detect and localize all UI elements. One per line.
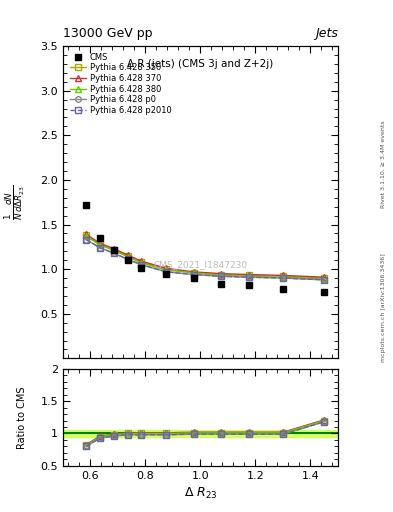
Pythia 6.428 350	[164, 266, 169, 272]
Y-axis label: $\frac{1}{N}\frac{dN}{d\Delta R_{23}}$: $\frac{1}{N}\frac{dN}{d\Delta R_{23}}$	[4, 184, 27, 220]
Legend: CMS, Pythia 6.428 350, Pythia 6.428 370, Pythia 6.428 380, Pythia 6.428 p0, Pyth: CMS, Pythia 6.428 350, Pythia 6.428 370,…	[67, 50, 174, 118]
Pythia 6.428 350	[97, 241, 102, 247]
Pythia 6.428 p0	[125, 257, 130, 263]
Pythia 6.428 p2010	[322, 277, 327, 283]
Line: Pythia 6.428 p2010: Pythia 6.428 p2010	[83, 237, 327, 283]
Pythia 6.428 350	[191, 270, 196, 276]
Pythia 6.428 p0	[281, 275, 285, 281]
Pythia 6.428 p2010	[97, 245, 102, 251]
Pythia 6.428 p0	[246, 274, 251, 280]
Pythia 6.428 370	[112, 246, 116, 252]
Pythia 6.428 350	[139, 259, 144, 265]
CMS	[281, 286, 285, 292]
Pythia 6.428 380	[191, 270, 196, 276]
Pythia 6.428 370	[84, 231, 89, 238]
Pythia 6.428 380	[164, 267, 169, 273]
Pythia 6.428 370	[322, 274, 327, 280]
Pythia 6.428 p2010	[246, 274, 251, 280]
Pythia 6.428 370	[125, 252, 130, 258]
Line: Pythia 6.428 350: Pythia 6.428 350	[83, 232, 327, 281]
Pythia 6.428 350	[281, 273, 285, 280]
Pythia 6.428 p0	[322, 277, 327, 283]
Pythia 6.428 p0	[112, 250, 116, 256]
Pythia 6.428 370	[164, 265, 169, 271]
CMS	[191, 275, 196, 281]
CMS	[164, 270, 169, 276]
Text: Δ R (jets) (CMS 3j and Z+2j): Δ R (jets) (CMS 3j and Z+2j)	[127, 58, 274, 69]
Pythia 6.428 p2010	[125, 257, 130, 263]
Pythia 6.428 p2010	[112, 250, 116, 256]
Pythia 6.428 370	[246, 271, 251, 278]
Text: mcplots.cern.ch [arXiv:1306.3436]: mcplots.cern.ch [arXiv:1306.3436]	[381, 253, 386, 361]
Pythia 6.428 380	[322, 276, 327, 282]
Pythia 6.428 350	[322, 275, 327, 281]
Text: Rivet 3.1.10, ≥ 3.4M events: Rivet 3.1.10, ≥ 3.4M events	[381, 120, 386, 208]
Pythia 6.428 380	[84, 233, 89, 239]
Pythia 6.428 350	[246, 272, 251, 279]
Pythia 6.428 350	[125, 253, 130, 259]
CMS	[97, 235, 102, 241]
Pythia 6.428 380	[281, 274, 285, 280]
Pythia 6.428 350	[112, 246, 116, 252]
Pythia 6.428 380	[139, 260, 144, 266]
Pythia 6.428 370	[97, 240, 102, 246]
X-axis label: $\Delta\ R_{23}$: $\Delta\ R_{23}$	[184, 486, 217, 501]
CMS	[139, 265, 144, 271]
Pythia 6.428 370	[191, 269, 196, 275]
CMS	[125, 257, 130, 263]
Pythia 6.428 p2010	[219, 273, 223, 280]
Bar	[63, 430, 338, 437]
Line: Pythia 6.428 380: Pythia 6.428 380	[83, 233, 327, 282]
Pythia 6.428 p0	[164, 269, 169, 275]
Y-axis label: Ratio to CMS: Ratio to CMS	[17, 386, 27, 449]
CMS	[84, 202, 89, 208]
CMS	[219, 281, 223, 287]
Pythia 6.428 p0	[84, 237, 89, 243]
Pythia 6.428 380	[97, 242, 102, 248]
Pythia 6.428 370	[139, 258, 144, 264]
Line: Pythia 6.428 p0: Pythia 6.428 p0	[83, 237, 327, 283]
Line: CMS: CMS	[83, 201, 328, 296]
Pythia 6.428 p2010	[84, 237, 89, 243]
Pythia 6.428 p0	[139, 262, 144, 268]
Pythia 6.428 380	[112, 247, 116, 253]
Pythia 6.428 p0	[191, 271, 196, 278]
Text: Jets: Jets	[315, 27, 338, 40]
Pythia 6.428 380	[246, 273, 251, 280]
Text: CMS_2021_I1847230: CMS_2021_I1847230	[153, 260, 248, 269]
Pythia 6.428 p2010	[164, 269, 169, 275]
Pythia 6.428 370	[219, 270, 223, 276]
Pythia 6.428 370	[281, 272, 285, 279]
CMS	[112, 246, 116, 252]
CMS	[322, 289, 327, 295]
Text: 13000 GeV pp: 13000 GeV pp	[63, 27, 152, 40]
Pythia 6.428 p0	[97, 245, 102, 251]
Pythia 6.428 p0	[219, 273, 223, 280]
Line: Pythia 6.428 370: Pythia 6.428 370	[83, 231, 327, 280]
CMS	[246, 282, 251, 288]
Pythia 6.428 350	[219, 271, 223, 278]
Pythia 6.428 p2010	[281, 275, 285, 281]
Pythia 6.428 350	[84, 232, 89, 238]
Pythia 6.428 p2010	[191, 271, 196, 278]
Pythia 6.428 380	[125, 253, 130, 260]
Pythia 6.428 380	[219, 272, 223, 279]
Pythia 6.428 p2010	[139, 262, 144, 268]
